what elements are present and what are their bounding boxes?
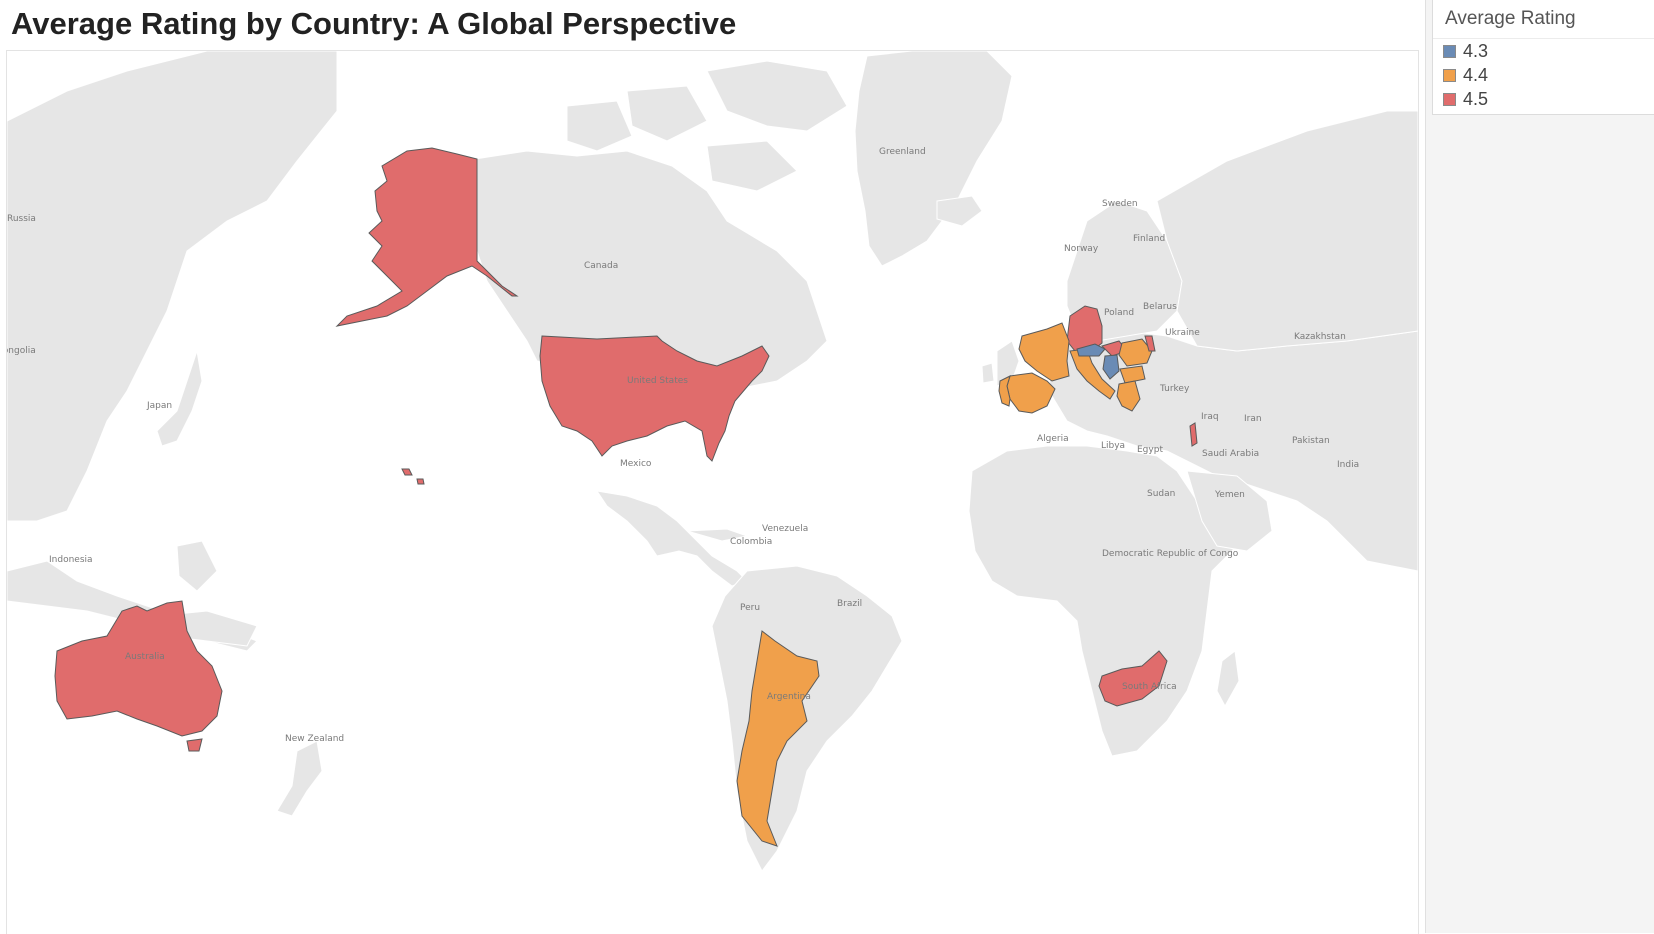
- label-greenland: Greenland: [879, 147, 926, 157]
- legend-swatch-4-5: [1443, 93, 1456, 106]
- label-colombia: Colombia: [730, 537, 772, 547]
- label-finland: Finland: [1133, 234, 1165, 244]
- country-australia[interactable]: [54, 600, 223, 737]
- country-france[interactable]: [1018, 322, 1070, 382]
- country-israel[interactable]: [1189, 422, 1198, 447]
- label-pakistan: Pakistan: [1292, 436, 1330, 446]
- right-sidebar: [1425, 0, 1654, 933]
- label-turkey: Turkey: [1159, 384, 1190, 394]
- label-yemen: Yemen: [1214, 490, 1245, 500]
- country-united-states-hawaii-main[interactable]: [416, 478, 425, 485]
- country-united-states-hawaii[interactable]: [401, 468, 413, 476]
- label-poland: Poland: [1104, 308, 1134, 318]
- country-romania[interactable]: [1118, 338, 1153, 367]
- rated-countries[interactable]: [54, 147, 1198, 847]
- base-land: [7, 51, 1418, 872]
- label-peru: Peru: [740, 603, 760, 613]
- label-ukraine: Ukraine: [1165, 328, 1200, 338]
- country-austria[interactable]: [1076, 343, 1106, 357]
- label-drc: Democratic Republic of Congo: [1102, 549, 1239, 559]
- label-iraq: Iraq: [1201, 412, 1219, 422]
- label-indonesia: Indonesia: [49, 555, 93, 565]
- label-venezuela: Venezuela: [762, 524, 808, 534]
- country-labels: Greenland Russia Canada Sweden Finland N…: [7, 147, 1359, 744]
- country-bulgaria[interactable]: [1119, 365, 1146, 384]
- country-spain[interactable]: [1006, 372, 1056, 414]
- label-sudan: Sudan: [1147, 489, 1175, 499]
- label-argentina: Argentina: [767, 692, 811, 702]
- label-japan: Japan: [146, 401, 172, 411]
- legend-divider: [1433, 38, 1654, 39]
- legend-swatch-4-4: [1443, 69, 1456, 82]
- label-united-states: United States: [627, 376, 688, 386]
- chart-title: Average Rating by Country: A Global Pers…: [11, 6, 737, 41]
- world-map[interactable]: Greenland Russia Canada Sweden Finland N…: [7, 51, 1418, 934]
- label-kazakhstan: Kazakhstan: [1294, 332, 1346, 342]
- country-serbia[interactable]: [1102, 354, 1120, 380]
- label-egypt: Egypt: [1137, 445, 1163, 455]
- label-belarus: Belarus: [1143, 302, 1177, 312]
- label-sweden: Sweden: [1102, 199, 1138, 209]
- country-australia-tasmania[interactable]: [186, 738, 203, 752]
- country-south-africa[interactable]: [1098, 650, 1168, 707]
- country-united-states-alaska[interactable]: [335, 147, 519, 327]
- label-mongolia: Mongolia: [7, 346, 36, 356]
- legend-swatch-4-3: [1443, 45, 1456, 58]
- map-canvas[interactable]: Greenland Russia Canada Sweden Finland N…: [6, 50, 1419, 934]
- label-australia: Australia: [125, 652, 165, 662]
- country-portugal[interactable]: [998, 375, 1011, 407]
- label-libya: Libya: [1101, 441, 1125, 451]
- label-iran: Iran: [1244, 414, 1262, 424]
- country-germany[interactable]: [1066, 305, 1103, 352]
- legend-label-4-5: 4.5: [1463, 89, 1489, 109]
- legend-label-4-4: 4.4: [1463, 65, 1489, 85]
- label-new-zealand: New Zealand: [285, 734, 344, 744]
- label-algeria: Algeria: [1037, 434, 1069, 444]
- legend-label-4-3: 4.3: [1463, 41, 1489, 61]
- label-saudi-arabia: Saudi Arabia: [1202, 449, 1259, 459]
- legend-title: Average Rating: [1445, 8, 1576, 29]
- country-greece[interactable]: [1116, 380, 1141, 412]
- country-moldova[interactable]: [1144, 335, 1156, 352]
- color-legend[interactable]: Average Rating 4.3 4.4 4.5: [1432, 0, 1654, 115]
- label-norway: Norway: [1064, 244, 1099, 254]
- label-mexico: Mexico: [620, 459, 652, 469]
- label-india: India: [1337, 460, 1359, 470]
- country-united-states[interactable]: [539, 335, 770, 462]
- label-south-africa: South Africa: [1122, 682, 1177, 692]
- label-canada: Canada: [584, 261, 618, 271]
- label-russia: Russia: [7, 214, 36, 224]
- label-brazil: Brazil: [837, 599, 862, 609]
- country-argentina[interactable]: [736, 630, 820, 847]
